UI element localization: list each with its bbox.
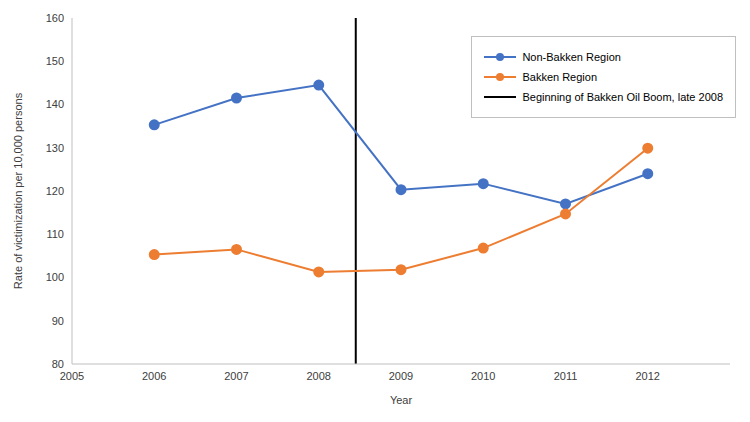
svg-text:150: 150 <box>46 55 64 67</box>
svg-text:140: 140 <box>46 98 64 110</box>
svg-text:2008: 2008 <box>307 370 331 382</box>
svg-text:90: 90 <box>52 315 64 327</box>
svg-text:2012: 2012 <box>636 370 660 382</box>
svg-text:100: 100 <box>46 271 64 283</box>
svg-text:120: 120 <box>46 185 64 197</box>
svg-text:2009: 2009 <box>389 370 413 382</box>
svg-text:2007: 2007 <box>224 370 248 382</box>
svg-text:Rate of victimization per 10,0: Rate of victimization per 10,000 persons <box>12 92 24 289</box>
svg-text:80: 80 <box>52 358 64 370</box>
svg-text:2006: 2006 <box>142 370 166 382</box>
html-text:Beginning of Bakken Oil Boom,: Beginning of Bakken Oil Boom, late 2008 <box>522 91 723 103</box>
svg-text:110: 110 <box>46 228 64 240</box>
svg-text:2011: 2011 <box>554 370 578 382</box>
svg-text:160: 160 <box>46 12 64 24</box>
svg-text:Year: Year <box>390 394 413 406</box>
svg-text:130: 130 <box>46 142 64 154</box>
svg-text:2005: 2005 <box>60 370 84 382</box>
svg-text:2010: 2010 <box>471 370 495 382</box>
html-text:Non-Bakken Region: Non-Bakken Region <box>522 51 621 63</box>
html-text:Bakken Region: Bakken Region <box>522 71 597 83</box>
